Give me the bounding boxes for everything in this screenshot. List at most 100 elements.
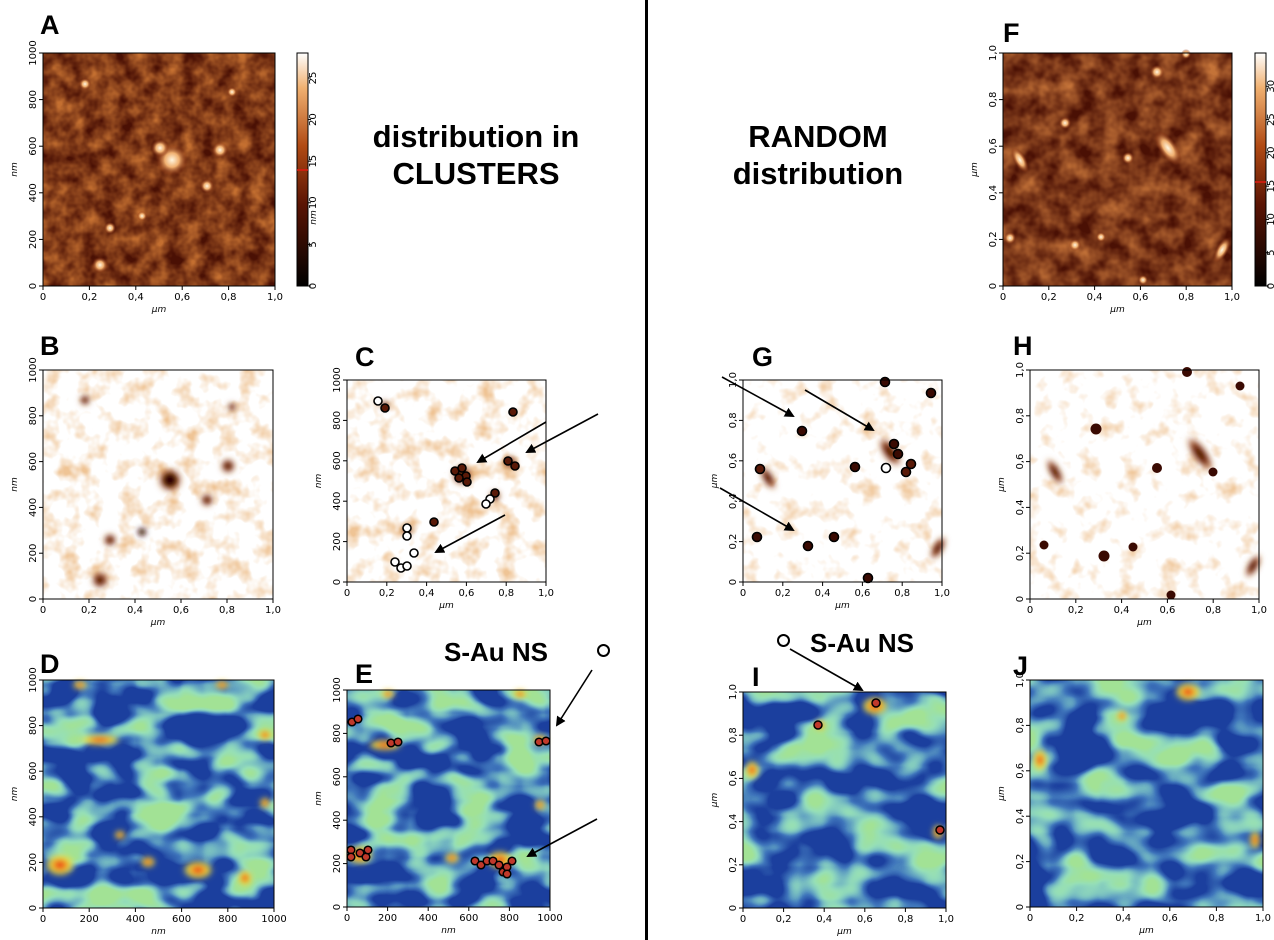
panel-h-ytick-label: 0,2 xyxy=(1015,545,1026,561)
panel-label-e: E xyxy=(355,659,374,689)
panel-g-ytick-label: 0,2 xyxy=(728,534,739,550)
panel-e-xaxis-unit: nm xyxy=(441,926,456,936)
panel-j-ytick-label: 0,8 xyxy=(1015,717,1026,733)
panel-i-ytick-label: 0,6 xyxy=(728,770,739,786)
panel-j-ytick-label: 0,2 xyxy=(1015,854,1026,870)
panel-j xyxy=(1029,679,1264,908)
panel-e-ytick-label: 600 xyxy=(332,767,343,786)
panel-c-xtick-label: 0 xyxy=(344,588,350,599)
panel-i-yaxis-unit: µm xyxy=(710,793,720,809)
panel-a-xtick-label: 0,4 xyxy=(128,292,144,303)
panel-b-xtick-label: 0,2 xyxy=(81,605,97,616)
panel-b xyxy=(42,369,274,600)
panel-h-xtick-label: 0,4 xyxy=(1114,605,1130,616)
panel-f-xtick-label: 0,8 xyxy=(1178,292,1194,303)
panel-i-xaxis-unit: µm xyxy=(836,927,852,937)
panel-j-xtick-label: 0,8 xyxy=(1208,913,1224,924)
panel-h-xtick-label: 0,2 xyxy=(1068,605,1084,616)
panel-g-ytick-label: 0 xyxy=(728,579,739,585)
panel-b-ytick-label: 0 xyxy=(28,596,39,602)
panel-d-xaxis-unit: nm xyxy=(151,927,166,937)
column-divider xyxy=(645,0,648,940)
panel-e-markers xyxy=(346,714,551,879)
panel-e-ytick-label: 200 xyxy=(332,854,343,873)
panel-j-xtick-label: 0,2 xyxy=(1069,913,1085,924)
panel-b-xaxis-unit: µm xyxy=(150,618,166,628)
panel-b-xtick-label: 1,0 xyxy=(265,605,281,616)
panel-j-ytick-label: 0,4 xyxy=(1015,808,1026,824)
panel-c-xtick-label: 1,0 xyxy=(538,588,554,599)
panel-c-xaxis-unit: µm xyxy=(438,601,454,611)
panel-b-ytick-label: 800 xyxy=(28,406,39,425)
panel-a-ytick-label: 600 xyxy=(28,137,39,156)
panel-g-ytick-label: 0,8 xyxy=(728,412,739,428)
panel-j-xaxis-unit: µm xyxy=(1138,926,1154,936)
panel-d-xtick-label: 400 xyxy=(126,914,145,925)
panel-d-yaxis-unit: nm xyxy=(10,787,20,802)
panel-f-ytick-label: 0,4 xyxy=(988,185,999,201)
panel-d-ytick-label: 200 xyxy=(28,853,39,872)
panel-f-hotspots xyxy=(1004,49,1231,285)
panel-c-arrows xyxy=(434,413,599,553)
colorbar-f-tick-label: 5 xyxy=(1266,250,1274,256)
panel-label-j: J xyxy=(1013,651,1029,681)
heading-clusters-line1: distribution in xyxy=(372,119,580,154)
colorbar-a-tick-label: 20 xyxy=(308,113,319,126)
heading-clusters: distribution in CLUSTERS xyxy=(356,118,596,192)
panel-g-xaxis-unit: µm xyxy=(834,601,850,611)
panel-d-xtick-label: 1000 xyxy=(261,914,286,925)
panel-e-arrows xyxy=(526,669,598,857)
panel-b-xtick-label: 0,4 xyxy=(127,605,143,616)
colorbar-f-tick-label: 15 xyxy=(1266,180,1274,193)
panel-d-ytick-label: 800 xyxy=(28,716,39,735)
panel-h-yaxis-unit: µm xyxy=(997,477,1007,493)
panel-c-markers xyxy=(373,396,520,573)
panel-a-colorbar xyxy=(296,52,309,287)
panel-a-hotspots xyxy=(79,78,237,273)
panel-j-xtick-label: 0,4 xyxy=(1115,913,1131,924)
panel-j-ytick-label: 0,6 xyxy=(1015,763,1026,779)
panel-b-xtick-label: 0 xyxy=(40,605,46,616)
panel-d-ytick-label: 0 xyxy=(28,905,39,911)
panel-i-ytick-label: 0 xyxy=(728,905,739,911)
panel-g-xtick-label: 0 xyxy=(740,588,746,599)
legend-sau-right: S-Au NS xyxy=(810,628,914,658)
panel-f xyxy=(1002,49,1267,287)
panel-i-xtick-label: 0,2 xyxy=(776,914,792,925)
panel-f-xtick-label: 0 xyxy=(1000,292,1006,303)
panel-g-xtick-label: 1,0 xyxy=(934,588,950,599)
panel-e-ytick-label: 800 xyxy=(332,724,343,743)
panel-c-xtick-label: 0,2 xyxy=(379,588,395,599)
colorbar-a-tick-label: 15 xyxy=(308,155,319,168)
panel-h-ytick-label: 0,8 xyxy=(1015,408,1026,424)
panel-f-xtick-label: 0,6 xyxy=(1132,292,1148,303)
colorbar-a-tick-label: 10 xyxy=(308,196,319,209)
panel-f-ytick-label: 1,0 xyxy=(988,45,999,61)
panel-i-xtick-label: 0 xyxy=(740,914,746,925)
panel-j-yaxis-unit: µm xyxy=(997,786,1007,802)
panel-b-ytick-label: 1000 xyxy=(28,357,39,382)
panel-b-xtick-label: 0,6 xyxy=(173,605,189,616)
panel-c-xtick-label: 0,4 xyxy=(419,588,435,599)
panel-d-ytick-label: 600 xyxy=(28,762,39,781)
panel-h-ytick-label: 0,6 xyxy=(1015,454,1026,470)
panel-j-ytick-label: 1,0 xyxy=(1015,672,1026,688)
heading-random-line2: distribution xyxy=(732,156,904,191)
panel-i xyxy=(742,648,947,909)
panel-c-ytick-label: 1000 xyxy=(332,367,343,392)
panel-a-yaxis-unit: nm xyxy=(10,162,20,177)
colorbar-f-tick-label: 25 xyxy=(1266,113,1274,126)
panel-i-markers xyxy=(813,698,945,835)
panel-f-ytick-label: 0 xyxy=(988,283,999,289)
panel-label-i: I xyxy=(752,662,760,692)
panel-b-yaxis-unit: nm xyxy=(10,477,20,492)
panel-c-ytick-label: 0 xyxy=(332,579,343,585)
legend-sau-left: S-Au NS xyxy=(444,637,548,667)
colorbar-f-tick-label: 20 xyxy=(1266,146,1274,159)
panel-i-xtick-label: 1,0 xyxy=(938,914,954,925)
panel-c-xtick-label: 0,8 xyxy=(498,588,514,599)
colorbar-f-tick-label: 30 xyxy=(1266,80,1274,93)
panel-a-xaxis-unit: µm xyxy=(151,305,167,315)
colorbar-a-tick-label: 5 xyxy=(308,241,319,247)
